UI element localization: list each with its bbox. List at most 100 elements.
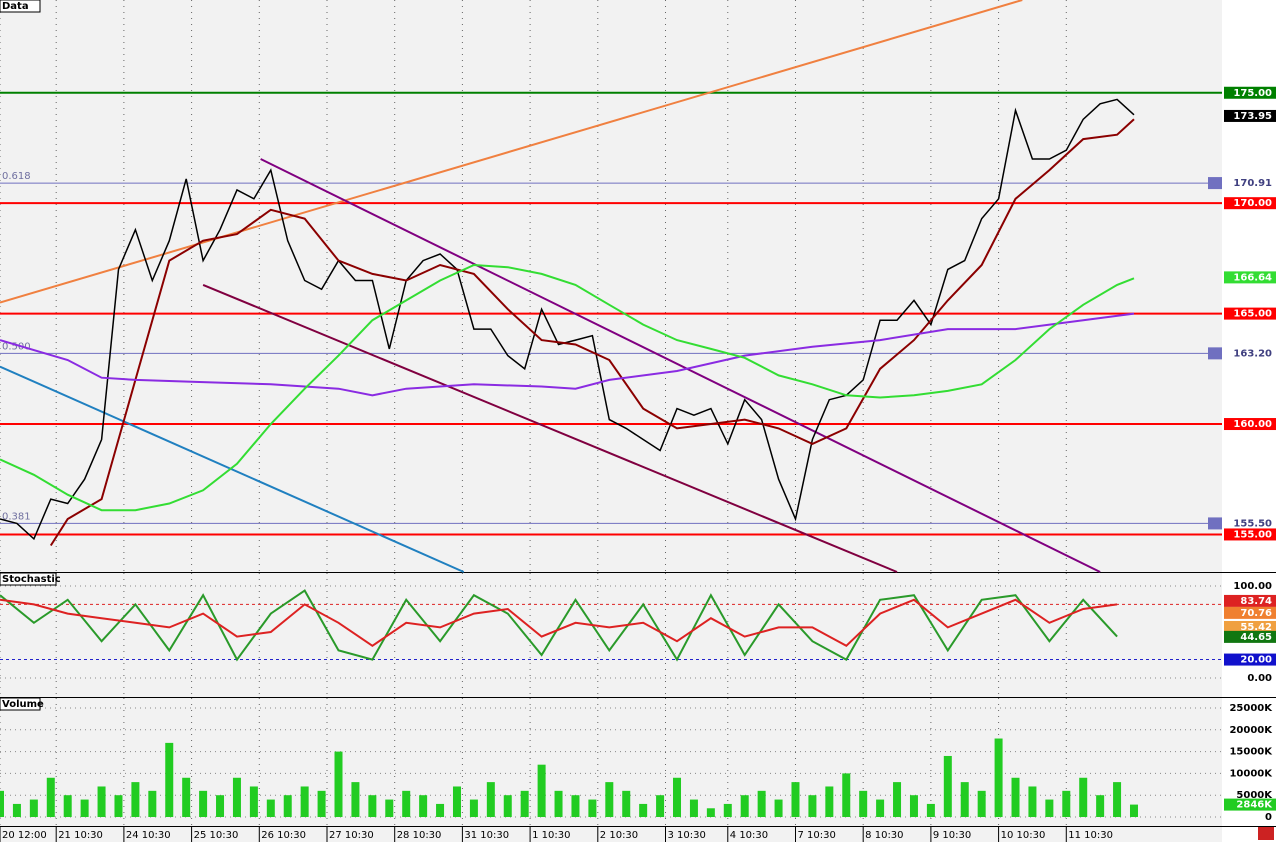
volume-bar	[977, 790, 986, 818]
y-tick-label: 160.00	[1233, 419, 1272, 430]
panel-background	[0, 573, 1222, 697]
volume-bar	[588, 799, 597, 818]
volume-bar	[689, 799, 698, 818]
x-tick-label: 21 10:30	[58, 830, 103, 841]
volume-bar	[1079, 777, 1088, 818]
series-line	[0, 98, 1135, 541]
x-tick-label: 3 10:30	[667, 830, 705, 841]
volume-bar	[385, 799, 394, 818]
volume-bar	[266, 799, 275, 818]
y-tick-label: 155.00	[1233, 529, 1272, 540]
axis-label-box	[1224, 86, 1276, 99]
volume-bar	[537, 764, 546, 818]
marker-label: 44.65	[1240, 632, 1272, 643]
volume-bar	[80, 799, 89, 818]
x-tick-label: 2 10:30	[600, 830, 638, 841]
volume-bar	[402, 790, 411, 818]
volume-bar	[520, 790, 529, 818]
volume-bar	[0, 790, 4, 818]
volume-bar	[1028, 786, 1037, 818]
y-tick-label: 15000K	[1229, 747, 1273, 758]
x-tick-label: 20 12:00	[2, 830, 47, 841]
volume-bar	[825, 786, 834, 818]
volume-bar	[994, 738, 1003, 818]
y-tick-label: 0	[1265, 812, 1272, 823]
y-tick-label: 20000K	[1229, 725, 1273, 736]
fib-label: 0.500	[2, 341, 31, 352]
volume-bar	[960, 782, 969, 818]
volume-bar	[656, 795, 665, 818]
x-tick-label: 25 10:30	[194, 830, 239, 841]
x-tick-label: 4 10:30	[730, 830, 768, 841]
volume-bar	[165, 742, 174, 818]
volume-bar	[876, 799, 885, 818]
panel-background	[0, 0, 1222, 572]
volume-bar	[706, 808, 715, 818]
volume-bar	[723, 803, 732, 818]
scroll-button[interactable]	[1258, 827, 1274, 840]
volume-bar	[317, 790, 326, 818]
axis-label-box	[1224, 307, 1276, 320]
volume-bar	[283, 795, 292, 818]
marker-label: 173.95	[1233, 111, 1272, 122]
y-tick-label: 175.00	[1233, 88, 1272, 99]
volume-bar	[757, 790, 766, 818]
y-tick-label: 10000K	[1229, 768, 1273, 779]
series-line	[0, 589, 1118, 662]
y-tick-label: 25000K	[1229, 703, 1273, 714]
axis-label-box	[1224, 197, 1276, 210]
volume-bar	[859, 790, 868, 818]
volume-bar	[639, 803, 648, 818]
volume-bar	[114, 795, 123, 818]
panel-title-box	[0, 572, 57, 586]
trendline	[260, 158, 1101, 573]
volume-bar	[216, 795, 225, 818]
volume-bar	[486, 782, 495, 818]
volume-bar	[774, 799, 783, 818]
x-axis-band	[0, 827, 1222, 842]
y-tick-label: 170.00	[1233, 198, 1272, 209]
marker-label: 20.00	[1240, 655, 1272, 666]
axis-label-box	[1208, 347, 1222, 360]
marker-label: 83.74	[1240, 596, 1272, 607]
volume-bar	[436, 803, 445, 818]
volume-bar	[351, 782, 360, 818]
volume-bar	[503, 795, 512, 818]
volume-bar	[1045, 799, 1054, 818]
marker-label: 55.42	[1240, 622, 1272, 633]
axis-label-box	[1224, 653, 1276, 666]
axis-label-box	[1224, 271, 1276, 284]
trendline	[0, 365, 465, 573]
axis-label-box	[1208, 517, 1222, 530]
volume-bar	[791, 782, 800, 818]
volume-bar	[182, 777, 191, 818]
x-tick-label: 24 10:30	[126, 830, 171, 841]
volume-bar	[1062, 790, 1071, 818]
trendline	[202, 283, 898, 573]
series-line	[49, 118, 1135, 547]
trendline	[0, 0, 1023, 304]
volume-bar	[571, 795, 580, 818]
fib-label: 0.381	[2, 511, 31, 522]
fib-price-label: 163.20	[1233, 348, 1272, 359]
panel-title-box	[0, 697, 41, 711]
fib-label: 0.618	[2, 171, 31, 182]
axis-label-box	[1224, 606, 1276, 619]
x-tick-label: 11 10:30	[1068, 830, 1113, 841]
volume-bar	[808, 795, 817, 818]
x-tick-label: 31 10:30	[464, 830, 509, 841]
volume-bar	[622, 790, 631, 818]
volume-bar	[893, 782, 902, 818]
axis-label-box	[1224, 528, 1276, 541]
series-line	[0, 263, 1135, 512]
series-line	[0, 598, 1118, 648]
axis-label-box	[1224, 620, 1276, 633]
volume-bar	[1096, 795, 1105, 818]
volume-bar	[605, 782, 614, 818]
volume-bar	[909, 795, 918, 818]
volume-bar	[842, 773, 851, 818]
volume-bar	[148, 790, 157, 818]
axis-label-box	[1224, 109, 1276, 122]
volume-bar	[334, 751, 343, 818]
